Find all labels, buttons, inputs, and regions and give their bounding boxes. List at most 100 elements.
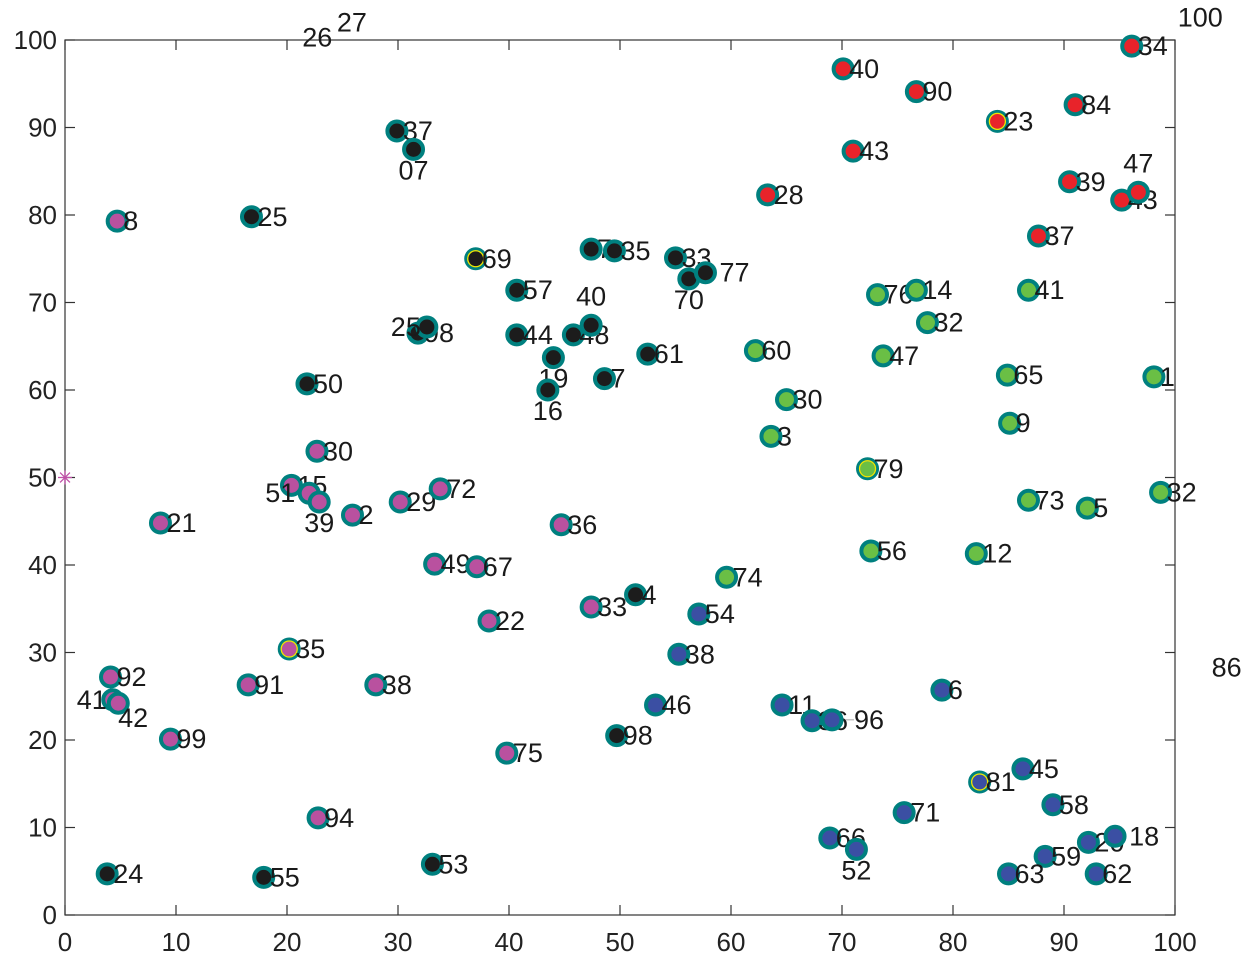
point-marker <box>1075 496 1099 520</box>
data-point: 33 <box>579 592 627 622</box>
point-label: 99 <box>176 724 206 754</box>
annotation-label: 100 <box>1178 2 1223 32</box>
point-label: 53 <box>438 849 468 879</box>
y-tick-label: 90 <box>28 113 57 143</box>
point-label: 23 <box>1003 106 1033 136</box>
point-label: 18 <box>1129 821 1159 851</box>
point-marker <box>464 247 488 271</box>
data-point: 30 <box>305 436 353 466</box>
point-marker <box>892 801 916 825</box>
point-marker <box>859 539 883 563</box>
point-marker <box>968 770 992 794</box>
point-label: 84 <box>1081 90 1111 120</box>
point-marker <box>1126 180 1150 204</box>
data-point: 46 <box>644 690 692 720</box>
point-label: 75 <box>513 738 543 768</box>
data-point: 35 <box>602 236 651 266</box>
highlight-ring <box>280 640 298 658</box>
point-marker <box>715 565 739 589</box>
point-label: 63 <box>1015 859 1045 889</box>
point-label: 92 <box>117 662 147 692</box>
point-label: 39 <box>304 508 334 538</box>
data-point: 37 <box>1026 221 1075 251</box>
data-point: 40 <box>831 54 879 84</box>
data-point: 32 <box>915 308 964 338</box>
data-point: 39 <box>304 490 334 538</box>
point-marker <box>1149 480 1173 504</box>
point-label: 40 <box>849 54 879 84</box>
point-label: 94 <box>324 803 354 833</box>
point-marker <box>856 457 880 481</box>
point-marker <box>385 119 409 143</box>
x-tick-label: 30 <box>384 927 413 957</box>
highlight-ring <box>970 773 989 791</box>
point-marker <box>844 837 868 861</box>
data-point: 49 <box>423 549 471 579</box>
data-point: 14 <box>904 275 952 305</box>
point-marker <box>388 490 412 514</box>
point-label: 5 <box>1093 493 1108 523</box>
point-label: 42 <box>118 703 148 733</box>
point-marker <box>841 139 865 163</box>
highlight-ring <box>467 250 485 268</box>
point-marker <box>561 323 585 347</box>
point-label: 25 <box>391 312 421 342</box>
point-marker <box>252 865 276 889</box>
point-label: 14 <box>922 275 952 305</box>
y-tick-label: 100 <box>14 25 57 55</box>
y-tick-label: 80 <box>28 200 57 230</box>
point-label: 07 <box>399 155 429 185</box>
data-point: 22 <box>477 606 525 636</box>
data-point: 56 <box>859 536 907 566</box>
point-label: 46 <box>662 690 692 720</box>
point-label: 77 <box>720 258 750 288</box>
data-point: 51 <box>265 478 321 508</box>
point-marker <box>495 741 519 765</box>
point-label: 33 <box>597 592 627 622</box>
point-label: 96 <box>854 705 884 735</box>
data-point: 52 <box>841 837 871 885</box>
point-marker <box>402 137 426 161</box>
point-marker <box>1033 844 1057 868</box>
point-label: 98 <box>623 721 653 751</box>
x-tick-label: 50 <box>606 927 635 957</box>
data-point: 30 <box>775 385 823 415</box>
y-tick-label: 70 <box>28 288 57 318</box>
data-point: 73 <box>1016 485 1065 515</box>
point-marker <box>904 80 928 104</box>
data-point: 67 <box>465 552 513 582</box>
point-label: 35 <box>621 236 651 266</box>
point-label: 32 <box>1167 477 1197 507</box>
point-label: 35 <box>295 634 325 664</box>
data-point: 16 <box>533 378 563 426</box>
x-tick-label: 0 <box>58 927 72 957</box>
point-marker <box>1063 93 1087 117</box>
point-marker <box>340 503 364 527</box>
point-label: 62 <box>1102 859 1132 889</box>
point-label: 74 <box>733 562 763 592</box>
point-marker <box>743 339 767 363</box>
point-label: 70 <box>674 285 704 315</box>
point-label: 39 <box>1076 167 1106 197</box>
point-label: 52 <box>841 855 871 885</box>
point-marker <box>420 852 444 876</box>
point-label: 24 <box>113 859 143 889</box>
point-marker <box>549 513 573 537</box>
y-tick-label: 60 <box>28 375 57 405</box>
y-tick-label: 0 <box>43 900 57 930</box>
data-point: 81 <box>968 767 1016 797</box>
point-label: 91 <box>254 670 284 700</box>
point-label: 54 <box>705 599 735 629</box>
data-point: 2 <box>340 500 374 530</box>
data-point: 25 <box>239 202 288 232</box>
data-point: 42 <box>106 691 148 733</box>
data-point: 3 <box>759 421 792 451</box>
data-point: 47 <box>1123 148 1153 204</box>
point-marker <box>423 552 447 576</box>
data-point: 34 <box>1120 31 1168 61</box>
point-marker <box>693 261 717 285</box>
data-point: 6 <box>930 675 963 705</box>
annotation-label: 26 <box>302 22 332 52</box>
x-tick-label: 90 <box>1050 927 1079 957</box>
data-point: 98 <box>605 721 653 751</box>
